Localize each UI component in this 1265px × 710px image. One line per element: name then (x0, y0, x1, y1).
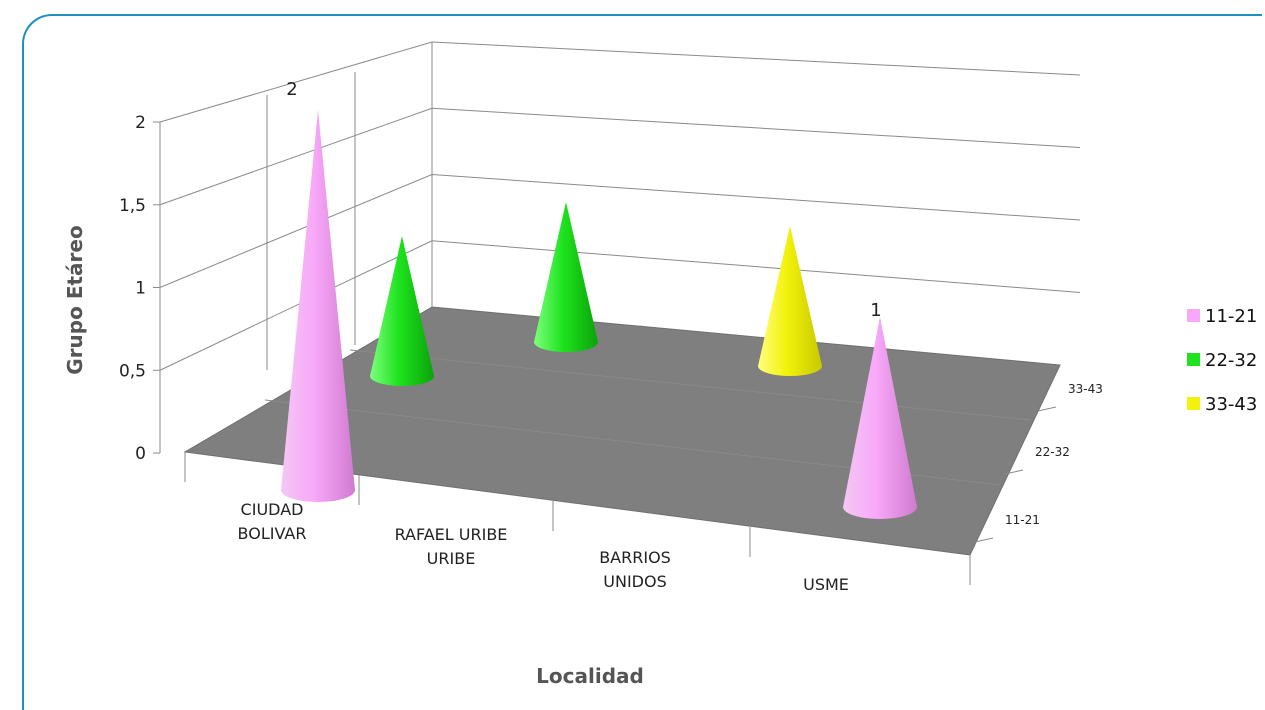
cone-body (281, 110, 355, 502)
y-axis-title: Grupo Etáreo (63, 225, 87, 374)
depth-label: 33-43 (1068, 382, 1103, 396)
x-category-label: RAFAEL URIBE URIBE (395, 525, 508, 568)
depth-label: 11-21 (1005, 513, 1040, 527)
cone-11-21-usme (843, 317, 917, 519)
x-category-label: BARRIOS UNIDOS (599, 548, 671, 591)
depth-label: 22-32 (1035, 445, 1070, 459)
legend-label: 11-21 (1205, 306, 1257, 327)
y-tick-label: 1,5 (119, 196, 146, 216)
gridlines (159, 41, 1081, 371)
floor-divider-1 (349, 349, 1031, 421)
cone-body (843, 317, 917, 519)
depth-tick (1004, 469, 1024, 475)
y-tick-label: 2 (135, 113, 146, 133)
y-tick-label: 0 (135, 444, 146, 464)
depth-tick (974, 537, 994, 543)
x-category-label: USME (803, 575, 849, 594)
cone-body (370, 236, 434, 386)
gridline (159, 173, 1081, 288)
data-label: 2 (286, 79, 297, 100)
x-category-label: CIUDAD BOLIVAR (238, 500, 307, 543)
y-tick-label: 1 (135, 279, 146, 299)
legend-label: 33-43 (1205, 394, 1257, 415)
cone-22-32-barrios-unidos (534, 202, 598, 352)
cone-11-21-ciudad-bolivar (281, 110, 355, 502)
gridline (159, 107, 1081, 206)
y-tick-label: 0,5 (119, 361, 146, 381)
y-axis-ticks: 0 0,5 1 1,5 2 (119, 113, 160, 464)
legend-label: 22-32 (1205, 350, 1257, 371)
cone-body (534, 202, 598, 352)
depth-axis-labels: 11-21 22-32 33-43 (974, 382, 1103, 543)
gridline (159, 41, 1081, 123)
legend: 11-21 22-32 33-43 (1187, 306, 1257, 415)
x-axis-title: Localidad (536, 664, 644, 688)
cone-body (758, 226, 822, 376)
gridline (159, 240, 1081, 371)
cone-33-43-usme (758, 226, 822, 376)
chart-frame (22, 14, 1262, 710)
legend-swatch (1187, 353, 1200, 366)
data-labels: 21 (286, 79, 881, 321)
depth-tick (1037, 406, 1057, 412)
legend-swatch (1187, 309, 1200, 322)
x-axis-categories: CIUDAD BOLIVAR RAFAEL URIBE URIBE BARRIOS UNI… (184, 452, 971, 594)
data-label: 1 (870, 300, 881, 321)
cone-22-32-rafael-uribe-uribe (370, 236, 434, 386)
legend-swatch (1187, 397, 1200, 410)
cones (281, 110, 917, 519)
